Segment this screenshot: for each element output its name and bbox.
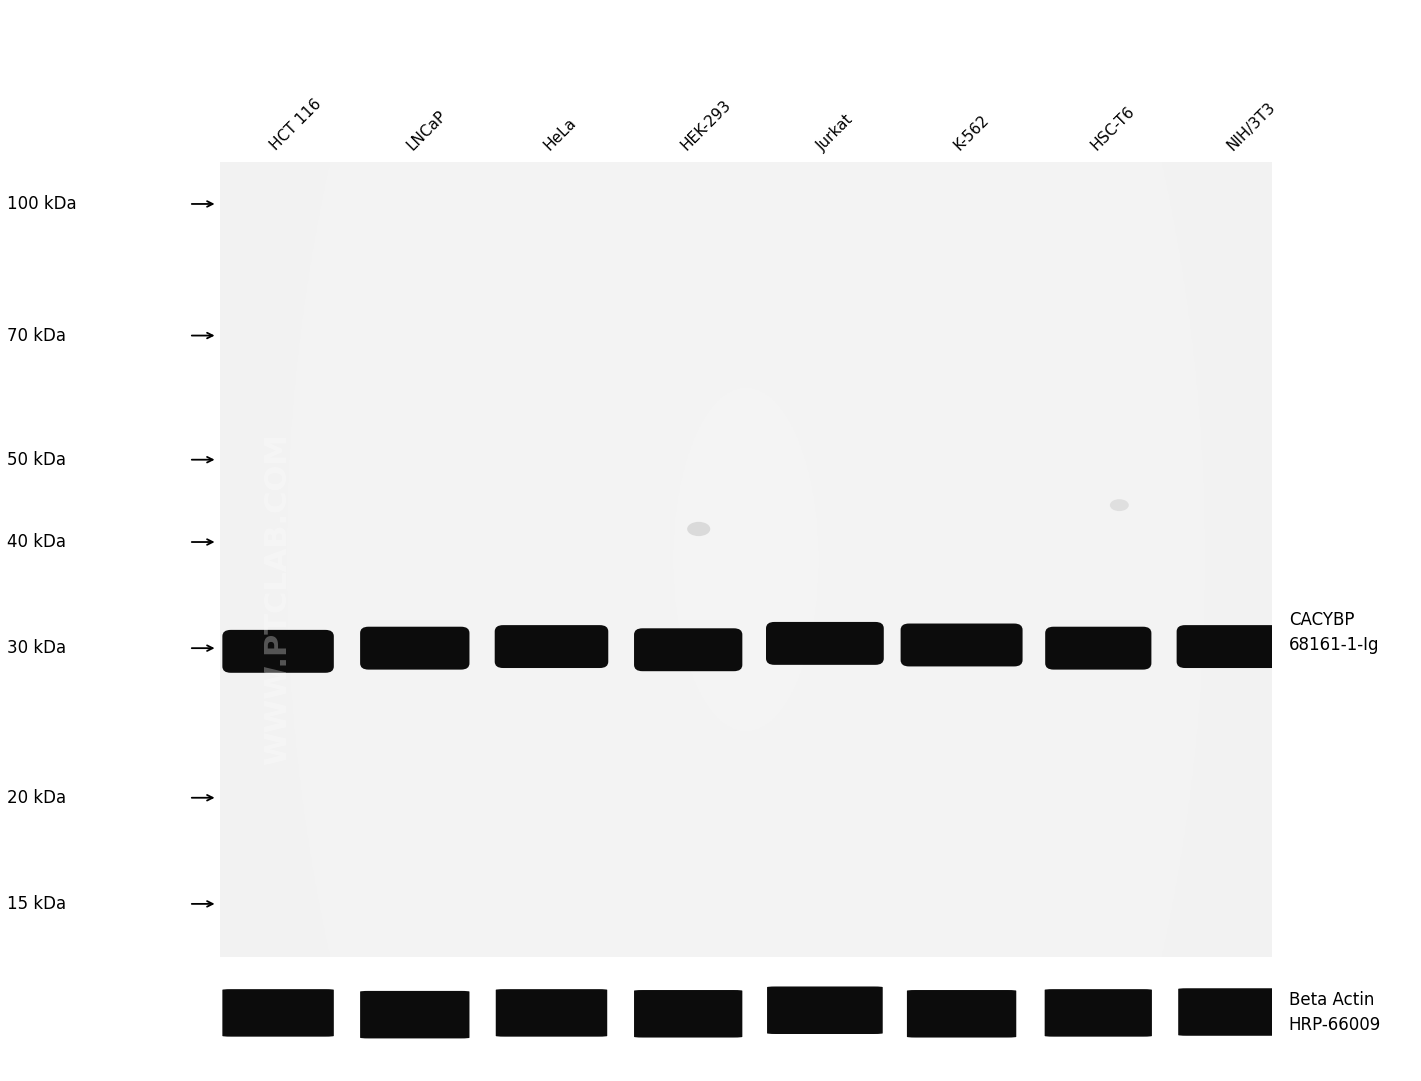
Text: 100 kDa: 100 kDa [7, 195, 77, 213]
FancyBboxPatch shape [360, 991, 469, 1039]
FancyBboxPatch shape [1177, 625, 1293, 668]
FancyBboxPatch shape [766, 622, 884, 665]
Text: HEK-293: HEK-293 [678, 97, 733, 154]
FancyBboxPatch shape [496, 989, 607, 1037]
Text: 15 kDa: 15 kDa [7, 895, 67, 912]
Text: Beta Actin
HRP-66009: Beta Actin HRP-66009 [1289, 991, 1381, 1035]
Text: 50 kDa: 50 kDa [7, 451, 67, 469]
FancyBboxPatch shape [767, 987, 882, 1035]
Text: 70 kDa: 70 kDa [7, 326, 67, 345]
FancyBboxPatch shape [495, 625, 608, 668]
Text: NIH/3T3: NIH/3T3 [1225, 99, 1279, 154]
FancyBboxPatch shape [907, 990, 1016, 1038]
FancyBboxPatch shape [901, 624, 1023, 666]
FancyBboxPatch shape [360, 627, 469, 669]
Text: 20 kDa: 20 kDa [7, 789, 67, 806]
FancyBboxPatch shape [1178, 988, 1292, 1036]
Ellipse shape [688, 522, 710, 536]
Text: 30 kDa: 30 kDa [7, 639, 67, 657]
FancyBboxPatch shape [222, 989, 334, 1037]
Text: WWW.PTCLAB.COM: WWW.PTCLAB.COM [263, 433, 291, 765]
FancyBboxPatch shape [634, 628, 742, 671]
Text: K-562: K-562 [951, 112, 992, 154]
Text: Jurkat: Jurkat [814, 111, 857, 154]
Ellipse shape [1110, 499, 1128, 511]
Text: LNCaP: LNCaP [404, 108, 449, 154]
Text: CACYBP
68161-1-Ig: CACYBP 68161-1-Ig [1289, 611, 1380, 654]
FancyBboxPatch shape [1044, 989, 1152, 1037]
Text: 40 kDa: 40 kDa [7, 533, 67, 551]
FancyBboxPatch shape [634, 990, 742, 1038]
FancyBboxPatch shape [1046, 627, 1151, 669]
Text: HSC-T6: HSC-T6 [1087, 104, 1137, 154]
Text: HCT 116: HCT 116 [267, 96, 324, 154]
FancyBboxPatch shape [222, 630, 334, 672]
Text: HeLa: HeLa [541, 116, 578, 154]
